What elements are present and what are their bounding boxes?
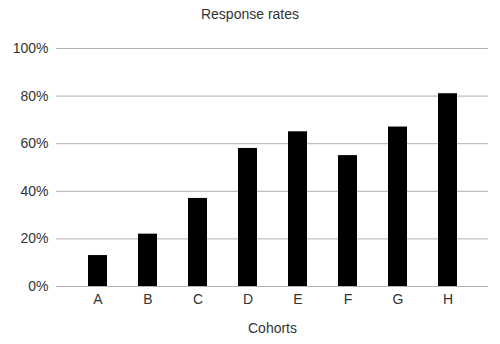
- svg-text:40%: 40%: [20, 183, 48, 199]
- svg-text:C: C: [193, 291, 203, 307]
- html-text:Response rates: Response rates: [201, 6, 299, 22]
- svg-text:0%: 0%: [28, 278, 48, 294]
- svg-text:G: G: [393, 291, 404, 307]
- svg-text:D: D: [243, 291, 253, 307]
- svg-text:60%: 60%: [20, 135, 48, 151]
- svg-text:E: E: [293, 291, 302, 307]
- svg-text:80%: 80%: [20, 88, 48, 104]
- svg-text:20%: 20%: [20, 230, 48, 246]
- svg-text:100%: 100%: [13, 40, 49, 56]
- svg-text:H: H: [443, 291, 453, 307]
- svg-text:Cohorts: Cohorts: [248, 320, 297, 336]
- svg-text:B: B: [143, 291, 152, 307]
- svg-text:A: A: [93, 291, 103, 307]
- svg-text:F: F: [344, 291, 353, 307]
